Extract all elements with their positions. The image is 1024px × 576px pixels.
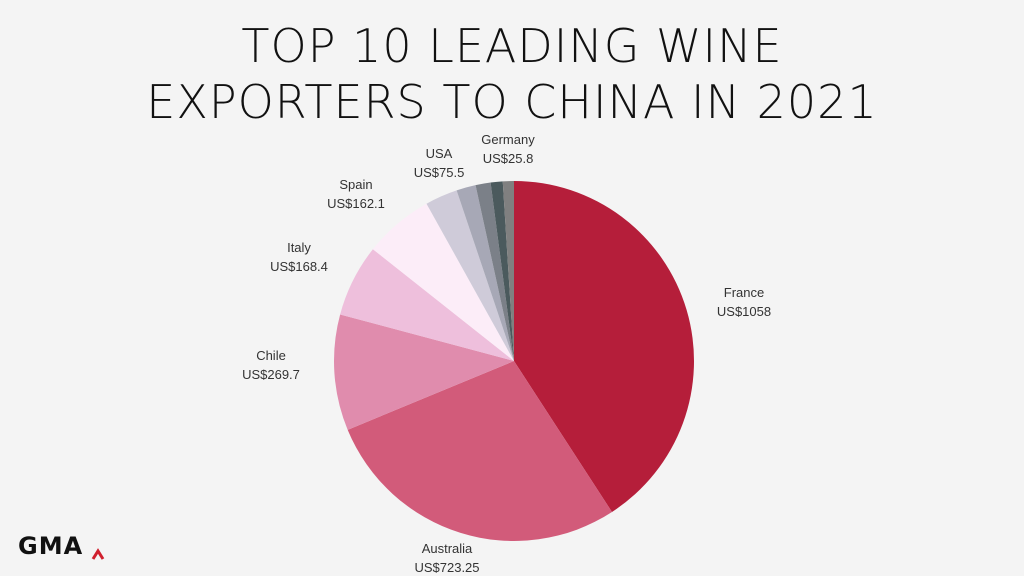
pie-slice-france [514,181,695,512]
slice-value-italy: US$168.4 [270,259,328,274]
pie-slice-germany [502,181,514,361]
slice-label-france: France [724,285,764,300]
logo-accent-stroke [91,548,105,560]
slice-label-spain: Spain [339,177,372,192]
slice-value-germany: US$25.8 [483,151,534,166]
chart-title-line-2: EXPORTERS TO CHINA IN 2021 [146,75,878,129]
logo-text: GMA [18,532,84,560]
slice-value-france: US$1058 [717,304,771,319]
pie-slices [334,181,695,542]
chart-title-line-1: TOP 10 LEADING WINE [241,19,783,73]
slice-label-chile: Chile [256,348,286,363]
pie-slice-italy [340,249,514,361]
slice-label-australia: Australia [422,541,473,556]
gma-logo: GMA [18,532,118,562]
pie-slice-chile [334,314,514,430]
pie-slice-unlabeled-8 [490,181,514,361]
logo-accent-mark [91,548,105,560]
pie-labels: France US$1058 Australia US$723.25 Chile US$2… [242,132,771,575]
slice-value-australia: US$723.25 [414,560,479,575]
slice-label-italy: Italy [287,240,311,255]
slice-value-usa: US$75.5 [414,165,465,180]
pie-slice-australia [347,361,612,542]
pie-slice-spain [372,203,514,361]
slice-label-usa: USA [426,146,453,161]
slice-value-spain: US$162.1 [327,196,385,211]
slice-value-chile: US$269.7 [242,367,300,382]
chart-title: TOP 10 LEADING WINE EXPORTERS TO CHINA I… [0,18,1024,130]
pie-slice-usa [426,190,514,361]
pie-slice-unlabeled-6 [456,185,514,361]
slice-label-germany: Germany [481,132,535,147]
pie-slice-unlabeled-7 [475,182,514,361]
